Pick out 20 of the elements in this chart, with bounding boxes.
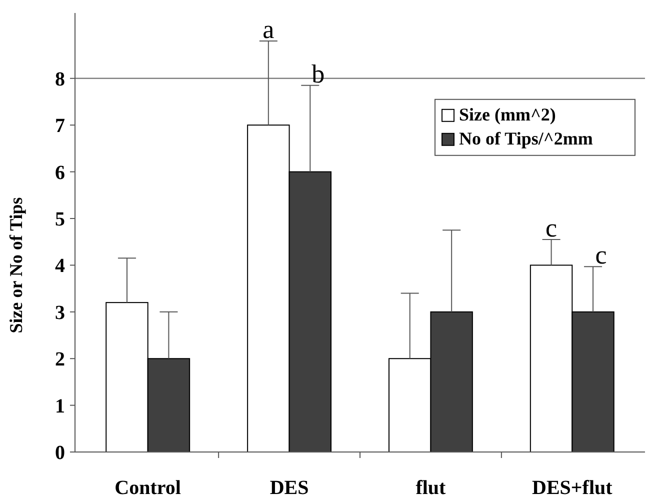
y-tick-label: 1 (55, 395, 65, 418)
x-tick-label: Control (114, 477, 182, 499)
y-tick-label: 4 (55, 255, 65, 278)
annotation: c (546, 214, 558, 243)
y-tick-label: 8 (55, 68, 65, 90)
y-tick-label: 6 (55, 162, 65, 184)
y-tick-label: 3 (55, 302, 65, 324)
y-tick-label: 7 (55, 115, 65, 138)
y-tick-label: 5 (55, 208, 65, 230)
y-tick-label: 2 (55, 348, 65, 371)
annotation: a (262, 15, 275, 44)
x-tick-label: DES+flut (532, 477, 613, 499)
x-tick-label: DES (270, 477, 309, 499)
y-tick-label: 0 (55, 442, 65, 464)
y-axis-title: Size or No of Tips (6, 197, 26, 334)
legend-label: Size (mm^2) (459, 104, 556, 124)
annotation: b (312, 59, 325, 88)
annotation: c (595, 240, 607, 270)
x-tick-label: flut (416, 477, 446, 499)
legend-label: No of Tips/^2mm (459, 128, 593, 148)
